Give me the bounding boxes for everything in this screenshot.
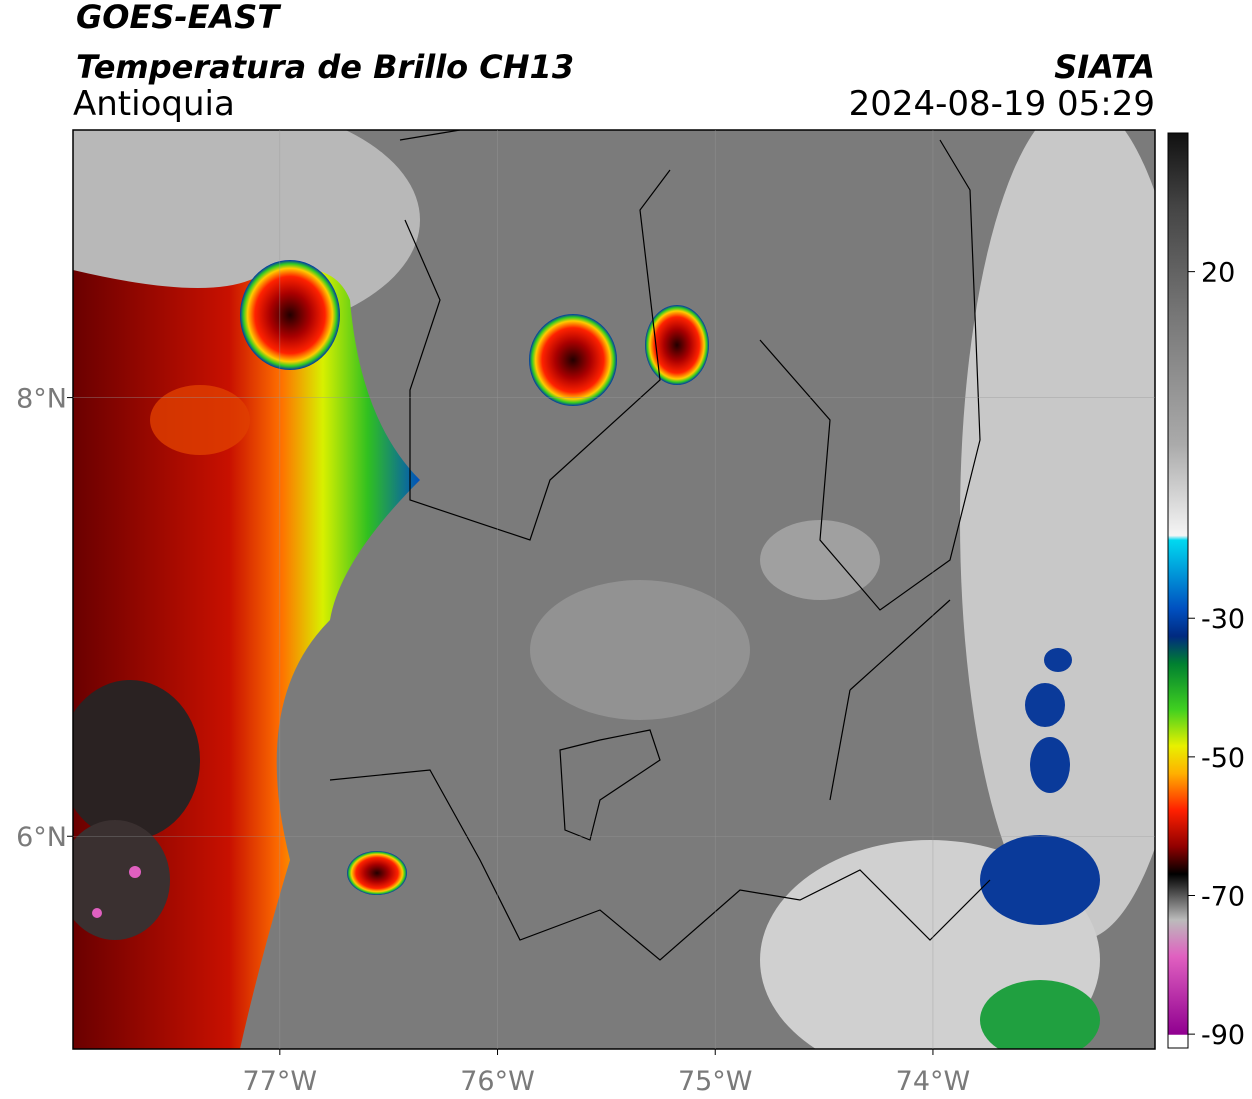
x-tick-label: 77°W (243, 1066, 318, 1097)
satellite-image (73, 130, 1155, 1049)
region-label: Antioquia (73, 84, 235, 124)
colorbar-tick-label: 20 (1201, 258, 1235, 289)
y-tick-label: 6°N (16, 822, 67, 853)
source-label: SIATA (1054, 48, 1155, 86)
colorbar-tick-label: -50 (1201, 743, 1245, 774)
y-tick-label: 8°N (16, 384, 67, 415)
x-tick-label: 74°W (896, 1066, 971, 1097)
colorbar-tick-label: -90 (1201, 1020, 1245, 1051)
colorbar (1167, 132, 1189, 1049)
satellite-title: GOES-EAST (76, 0, 281, 36)
colorbar-tick-label: -30 (1201, 604, 1245, 635)
colorbar-tick-label: -70 (1201, 882, 1245, 913)
x-tick-label: 75°W (678, 1066, 753, 1097)
x-tick-label: 76°W (460, 1066, 535, 1097)
datetime-label: 2024-08-19 05:29 (849, 84, 1155, 124)
map-frame (72, 129, 1156, 1050)
product-title: Temperatura de Brillo CH13 (76, 48, 574, 86)
